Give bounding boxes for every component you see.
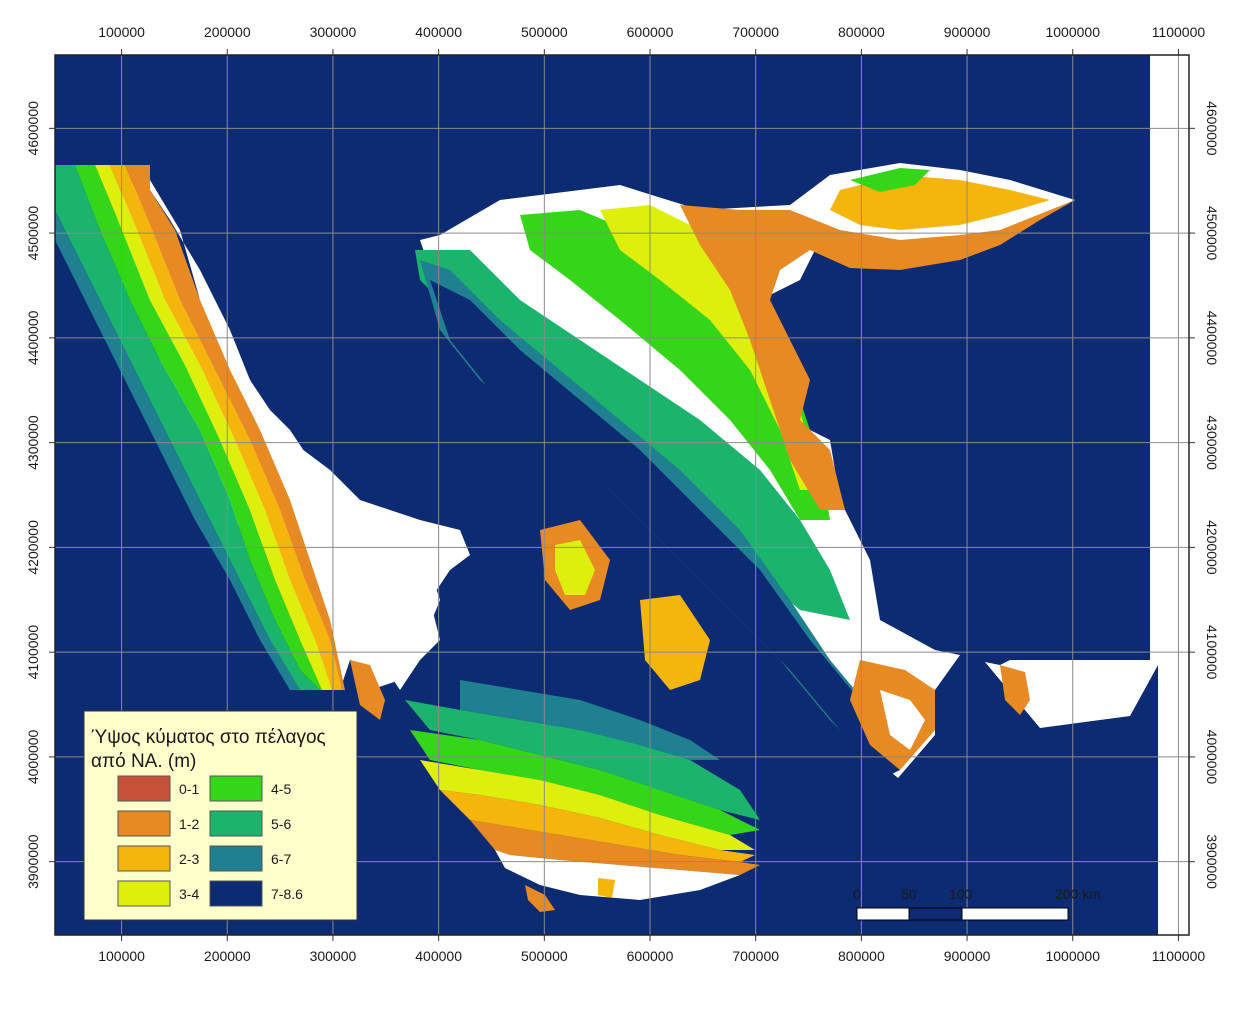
south-band-b [405,700,760,820]
x-tick-label-top: 500000 [521,24,568,40]
legend-label-7-8.6: 7-8.6 [271,886,303,902]
x-tick-label-top: 1000000 [1045,24,1100,40]
legend-swatch-6-7 [209,845,263,872]
y-tick-label-right: 4500000 [1204,206,1220,261]
island-patch-2 [555,540,595,595]
y-tick-label-right: 4200000 [1204,520,1220,575]
tick-labels: 100000 100000 200000 200000 300000 300000 4000… [25,24,1220,964]
y-tick-label-right: 4400000 [1204,311,1220,366]
x-tick-label-bottom: 700000 [732,948,779,964]
x-tick-label-top: 900000 [944,24,991,40]
y-tick-label-left: 4600000 [25,101,41,156]
x-tick-label-bottom: 500000 [521,948,568,964]
x-tick-label-bottom: 100000 [98,948,145,964]
band-west-4 [110,165,342,690]
legend-swatch-4-5 [209,775,263,802]
legend-swatch-2-3 [117,845,171,872]
y-tick-label-left: 4400000 [25,310,41,365]
x-tick-label-bottom: 600000 [627,948,674,964]
scale-label-100: 100 [949,886,973,902]
legend-label-1-2: 1-2 [179,816,199,832]
x-tick-label-top: 300000 [310,24,357,40]
y-tick-label-right: 3900000 [1204,834,1220,889]
south-band-a [460,680,720,760]
x-tick-label-top: 700000 [732,24,779,40]
legend: Ύψος κύματος στο πέλαγος από ΝΑ. (m) 0-1… [83,710,358,921]
map-frame [54,54,1190,936]
south-band-d [420,760,755,850]
legend-title-line1: Ύψος κύματος στο πέλαγος [91,727,326,748]
y-tick-label-right: 4000000 [1204,730,1220,785]
x-tick-label-top: 800000 [838,24,885,40]
crete-nodata [495,850,740,900]
x-tick-label-bottom: 300000 [310,948,357,964]
x-tick-label-bottom: 400000 [415,948,462,964]
aegean-band-c [430,280,900,780]
y-tick-label-left: 4000000 [25,729,41,784]
y-tick-label-right: 4100000 [1204,625,1220,680]
x-tick-label-bottom: 900000 [944,948,991,964]
x-tick-label-top: 200000 [204,24,251,40]
y-tick-label-right: 4300000 [1204,415,1220,470]
x-tick-label-bottom: 800000 [838,948,885,964]
legend-label-2-3: 2-3 [179,851,199,867]
y-tick-label-left: 4500000 [25,206,41,261]
y-tick-label-left: 4100000 [25,625,41,680]
y-tick-label-left: 4300000 [25,415,41,470]
island-patch-9 [598,878,615,898]
legend-items: 0-1 1-2 2-3 3-4 4-5 5-6 6-7 7-8.6 [117,775,303,907]
scale-seg-3 [961,907,1069,921]
legend-swatch-3-4 [117,880,171,907]
scale-seg-2 [908,907,963,921]
x-tick-label-bottom: 1100000 [1152,948,1206,964]
x-tick-label-bottom: 1000000 [1045,948,1100,964]
y-tick-label-left: 4200000 [25,520,41,575]
legend-swatch-1-2 [117,810,171,837]
legend-swatch-5-6 [209,810,263,837]
y-tick-label-right: 4600000 [1204,101,1220,156]
scale-label-200: 200 km [1055,886,1101,902]
legend-label-3-4: 3-4 [179,886,199,902]
scale-bar: 0 50 100 200 km [853,886,1101,921]
band-west-3 [95,165,332,690]
map-raster [55,55,1189,935]
x-tick-label-top: 600000 [627,24,674,40]
x-tick-label-top: 1100000 [1152,24,1206,40]
island-patch-5 [880,690,925,750]
nodata-peninsula [115,180,470,690]
island-patch-3 [640,595,710,690]
island-patch-7 [350,660,385,720]
south-band-e [440,790,755,862]
band-west-2 [75,165,322,690]
legend-swatch-0-1 [117,775,171,802]
aegean-band-h [850,168,930,192]
x-tick-label-top: 100000 [98,24,145,40]
south-band-c [410,730,760,835]
band-west-5 [125,165,345,690]
legend-title-line2: από ΝΑ. (m) [91,751,196,772]
scale-label-50: 50 [901,886,917,902]
legend-label-6-7: 6-7 [271,851,291,867]
x-tick-label-top: 400000 [415,24,462,40]
island-patch-6 [1000,665,1030,715]
legend-swatch-7-8.6 [209,880,263,907]
legend-label-4-5: 4-5 [271,781,291,797]
scale-label-0: 0 [853,886,861,902]
legend-label-0-1: 0-1 [179,781,199,797]
scale-seg-1 [856,907,910,921]
x-tick-label-bottom: 200000 [204,948,251,964]
island-patch-8 [525,885,555,912]
y-tick-label-left: 3900000 [25,834,41,889]
aegean-band-f [680,200,1075,510]
legend-label-5-6: 5-6 [271,816,291,832]
